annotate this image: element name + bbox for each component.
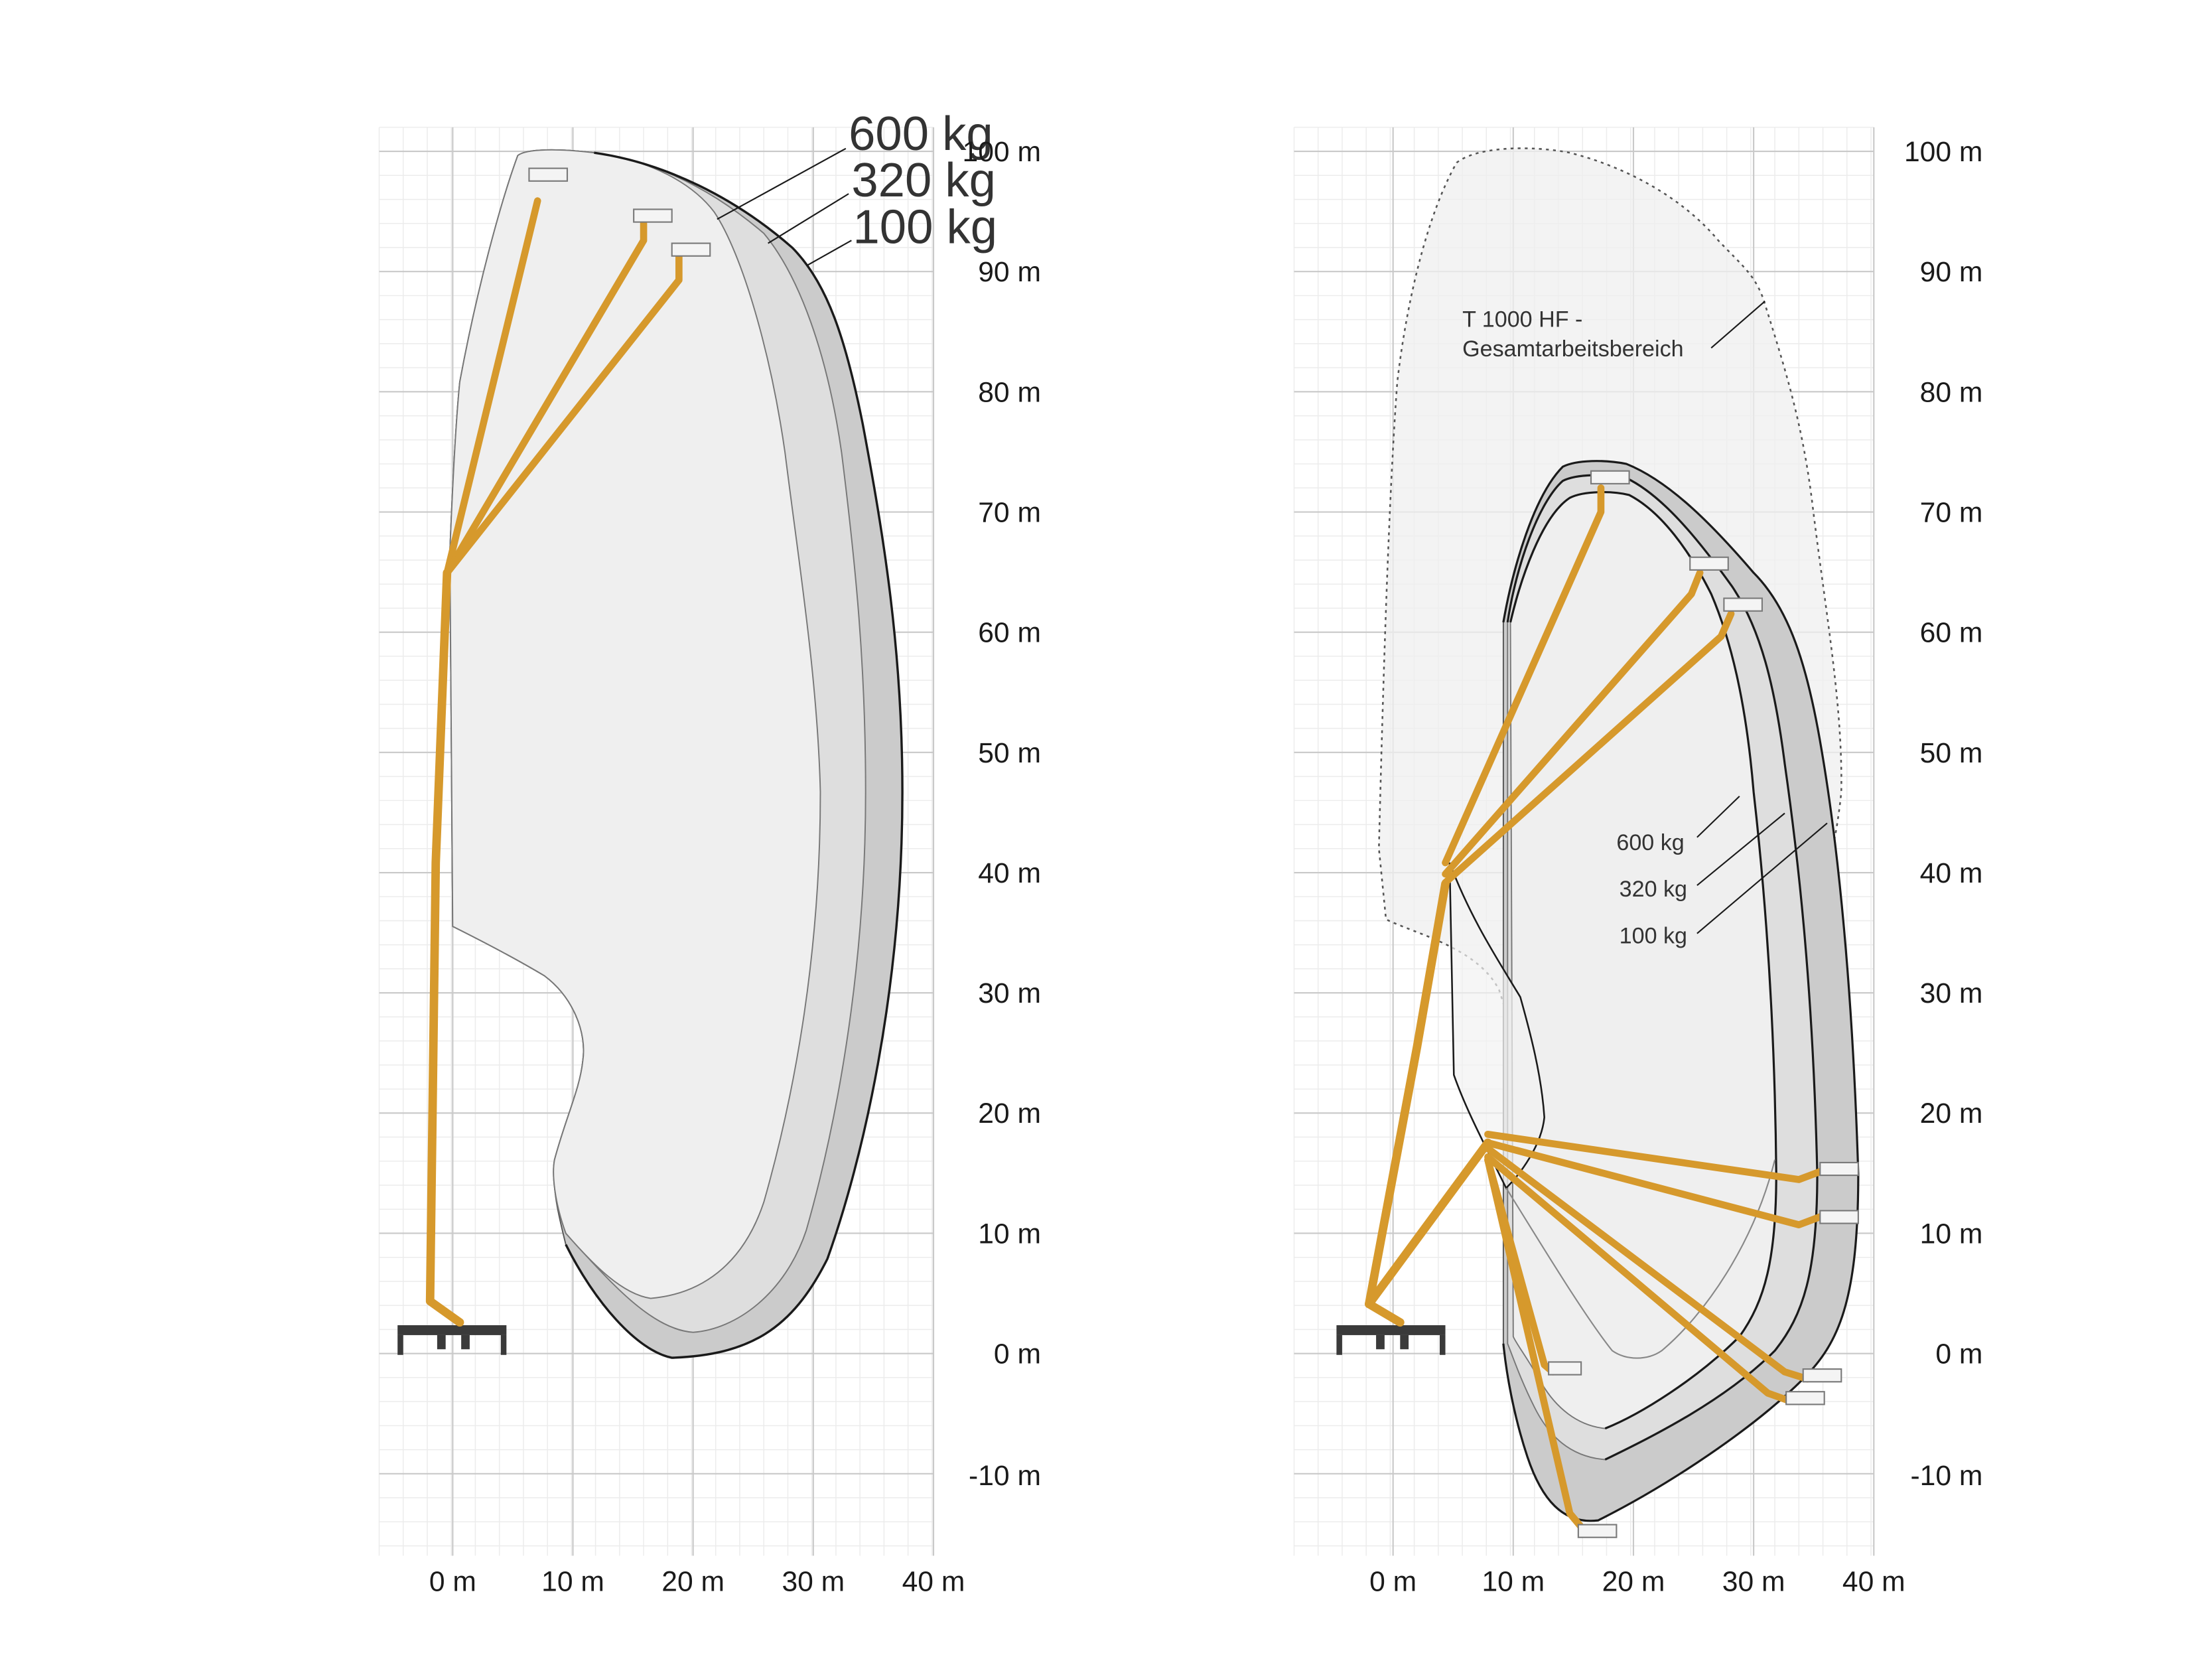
left-boom-320kg xyxy=(443,220,648,577)
right-y-tick-label: 70 m xyxy=(1920,496,1983,528)
left-y-tick-label: 80 m xyxy=(978,376,1041,408)
right-boom-positions xyxy=(1365,484,1825,1534)
right-y-tick-label: 80 m xyxy=(1920,376,1983,408)
right-boom-lower-diag-a xyxy=(1484,1145,1811,1383)
right-y-tick-label: 10 m xyxy=(1920,1218,1983,1250)
left-y-tick-label: 10 m xyxy=(978,1218,1041,1250)
left-y-tick-label: 60 m xyxy=(978,617,1041,649)
right-y-tick-label: 40 m xyxy=(1920,857,1983,889)
right-boom-lower-column xyxy=(1365,1138,1492,1309)
left-truck-chassis xyxy=(397,1325,507,1355)
right-y-tick-label: 50 m xyxy=(1920,737,1983,769)
left-platform-320kg xyxy=(633,208,673,223)
left-x-tick-label: 10 m xyxy=(541,1566,604,1598)
right-load-label-600kg: 600 kg xyxy=(1616,830,1684,855)
right-x-tick-label: 40 m xyxy=(1842,1566,1905,1598)
right-platform xyxy=(1723,597,1763,612)
right-x-tick-label: 20 m xyxy=(1602,1566,1665,1598)
right-platform xyxy=(1802,1368,1842,1383)
right-x-axis-labels: 0 m 10 m 20 m 30 m 40 m xyxy=(1369,1566,1905,1598)
right-platform xyxy=(1548,1361,1582,1376)
left-working-range-diagram: 600 kg 320 kg 100 kg 100 m 90 m 80 m 70 … xyxy=(378,107,1041,1598)
left-x-tick-label: 20 m xyxy=(661,1566,725,1598)
right-load-label-100kg: 100 kg xyxy=(1620,924,1687,949)
left-x-tick-label: 40 m xyxy=(902,1566,965,1598)
right-y-tick-label: 100 m xyxy=(1904,136,1982,168)
right-boom-lower-diag-b xyxy=(1484,1153,1791,1404)
right-boom-lower-horizontal-b xyxy=(1484,1139,1825,1229)
left-leader-600kg xyxy=(717,147,847,220)
right-x-tick-label: 30 m xyxy=(1722,1566,1785,1598)
right-platform xyxy=(1785,1391,1825,1406)
left-boom-100kg xyxy=(443,252,683,577)
right-boom-upper-320kg xyxy=(1442,569,1704,878)
right-y-tick-label: 30 m xyxy=(1920,977,1983,1009)
right-y-tick-label: 60 m xyxy=(1920,617,1983,649)
right-envelope-600kg-outline xyxy=(1509,491,1777,1430)
left-y-tick-label: -10 m xyxy=(969,1460,1041,1492)
right-platform xyxy=(1590,470,1630,484)
left-boom-main-column xyxy=(425,568,464,1327)
left-y-tick-label: 50 m xyxy=(978,737,1041,769)
left-leader-100kg xyxy=(805,240,852,267)
left-load-label-320kg: 320 kg xyxy=(851,153,996,207)
right-platform xyxy=(1689,556,1729,571)
right-envelope-320kg-outline xyxy=(1506,474,1819,1461)
left-boom-600kg xyxy=(443,197,541,577)
left-y-tick-label: 90 m xyxy=(978,256,1041,288)
right-boom-upper-100kg xyxy=(1442,610,1735,887)
right-y-axis-labels: 100 m 90 m 80 m 70 m 60 m 50 m 40 m 30 m… xyxy=(1904,136,1982,1492)
left-x-axis-labels: 0 m 10 m 20 m 30 m 40 m xyxy=(429,1566,965,1598)
left-platform-600kg xyxy=(528,167,569,182)
right-y-tick-label: 0 m xyxy=(1935,1338,1982,1370)
right-platform xyxy=(1819,1210,1859,1224)
right-lower-reach-curve xyxy=(1505,1159,1776,1359)
left-y-tick-label: 20 m xyxy=(978,1098,1041,1129)
right-y-tick-label: 20 m xyxy=(1920,1098,1983,1129)
right-inner-lift-zone xyxy=(1448,862,1545,1190)
right-leader-600kg xyxy=(1696,796,1740,838)
left-leader-320kg xyxy=(768,193,849,244)
right-x-tick-label: 10 m xyxy=(1482,1566,1545,1598)
left-y-axis-labels: 100 m 90 m 80 m 70 m 60 m 50 m 40 m 30 m… xyxy=(963,136,1041,1492)
right-overall-area-label-line2: Gesamtarbeitsbereich xyxy=(1462,336,1684,362)
right-truck-chassis xyxy=(1336,1325,1446,1355)
left-y-tick-label: 30 m xyxy=(978,977,1041,1009)
left-x-tick-label: 0 m xyxy=(429,1566,476,1598)
right-load-label-320kg: 320 kg xyxy=(1620,877,1687,902)
left-load-label-600kg: 600 kg xyxy=(849,107,993,161)
left-load-label-100kg: 100 kg xyxy=(853,200,997,254)
left-y-tick-label: 0 m xyxy=(994,1338,1041,1370)
right-boom-upper-column xyxy=(1365,879,1450,1327)
left-platform-100kg xyxy=(671,242,711,257)
right-boom-lower-horizontal-a xyxy=(1484,1130,1825,1183)
right-platform xyxy=(1819,1161,1859,1177)
right-boom-upper-600kg xyxy=(1442,484,1605,867)
right-working-range-diagram: T 1000 HF - Gesamtarbeitsbereich 600 kg … xyxy=(1293,127,1982,1598)
left-x-tick-label: 30 m xyxy=(782,1566,845,1598)
right-y-tick-label: -10 m xyxy=(1910,1460,1982,1492)
left-y-tick-label: 40 m xyxy=(978,857,1041,889)
left-y-tick-label: 100 m xyxy=(963,136,1041,168)
right-y-tick-label: 90 m xyxy=(1920,256,1983,288)
right-leader-320kg xyxy=(1696,812,1785,887)
left-y-tick-label: 70 m xyxy=(978,496,1041,528)
right-envelope-outline xyxy=(1502,460,1860,1522)
right-overall-area-label-line1: T 1000 HF - xyxy=(1462,307,1582,332)
right-leader-100kg xyxy=(1696,822,1828,934)
right-overall-area-leader xyxy=(1710,301,1765,349)
left-boom-positions xyxy=(425,197,683,1327)
left-envelope-100kg-outline xyxy=(565,151,904,1359)
right-platform xyxy=(1577,1524,1618,1538)
right-x-tick-label: 0 m xyxy=(1369,1566,1417,1598)
